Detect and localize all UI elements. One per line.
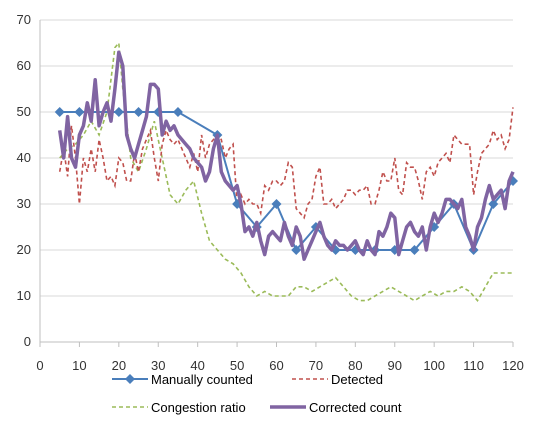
legend-label: Congestion ratio: [151, 400, 246, 415]
legend-label: Corrected count: [309, 400, 402, 415]
legend-label: Detected: [331, 372, 383, 387]
x-tick-label: 100: [423, 358, 445, 373]
x-tick-label: 40: [190, 358, 204, 373]
x-tick-label: 0: [36, 358, 43, 373]
axes: 0 10 20 30 40 50 60 70 0 10 20 30 40 50 60 70 80 90 100 110…: [17, 12, 524, 373]
series-line-detected: [58, 107, 514, 220]
y-tick-label: 30: [17, 196, 31, 211]
legend-label: Manually counted: [151, 372, 253, 387]
data-point-manually-counted: [291, 245, 302, 255]
series-detected: [58, 107, 514, 220]
x-tick-label: 110: [463, 358, 484, 373]
x-tick-label: 60: [269, 358, 283, 373]
series-line-congestion-ratio: [59, 41, 513, 302]
data-point-manually-counted: [172, 107, 183, 117]
y-tick-label: 20: [17, 242, 31, 257]
series-corrected-count: [57, 50, 515, 261]
y-tick-label: 40: [17, 150, 31, 165]
x-tick-label: 50: [230, 358, 244, 373]
y-tick-label: 0: [24, 334, 31, 349]
x-tick-label: 80: [348, 358, 362, 373]
data-point-manually-counted: [133, 107, 144, 117]
data-point-manually-counted: [74, 107, 85, 117]
gridlines: [40, 19, 513, 297]
y-tick-label: 50: [17, 104, 31, 119]
x-tick-label: 120: [502, 358, 524, 373]
data-point-manually-counted: [113, 107, 124, 117]
x-tick-label: 70: [309, 358, 323, 373]
series-group: [54, 41, 518, 302]
series-line-corrected-count: [57, 50, 515, 261]
y-tick-label: 70: [17, 12, 31, 27]
y-tick-label: 10: [17, 288, 31, 303]
x-tick-label: 10: [72, 358, 86, 373]
data-point-manually-counted: [488, 199, 499, 209]
legend-marker: [125, 374, 135, 384]
x-tick-label: 30: [151, 358, 165, 373]
data-point-manually-counted: [54, 107, 65, 117]
x-tick-label: 20: [112, 358, 126, 373]
series-congestion-ratio: [59, 41, 513, 302]
legend-item-manually-counted: Manually counted: [112, 372, 253, 387]
y-tick-label: 60: [17, 58, 31, 73]
legend: Manually counted Detected Congestion ratio…: [112, 372, 402, 415]
x-tick-label: 90: [388, 358, 402, 373]
data-point-manually-counted: [271, 199, 282, 209]
legend-item-detected: Detected: [292, 372, 383, 387]
legend-item-congestion-ratio: Congestion ratio: [112, 400, 246, 415]
data-point-manually-counted: [409, 245, 420, 255]
legend-item-corrected-count: Corrected count: [270, 400, 402, 415]
